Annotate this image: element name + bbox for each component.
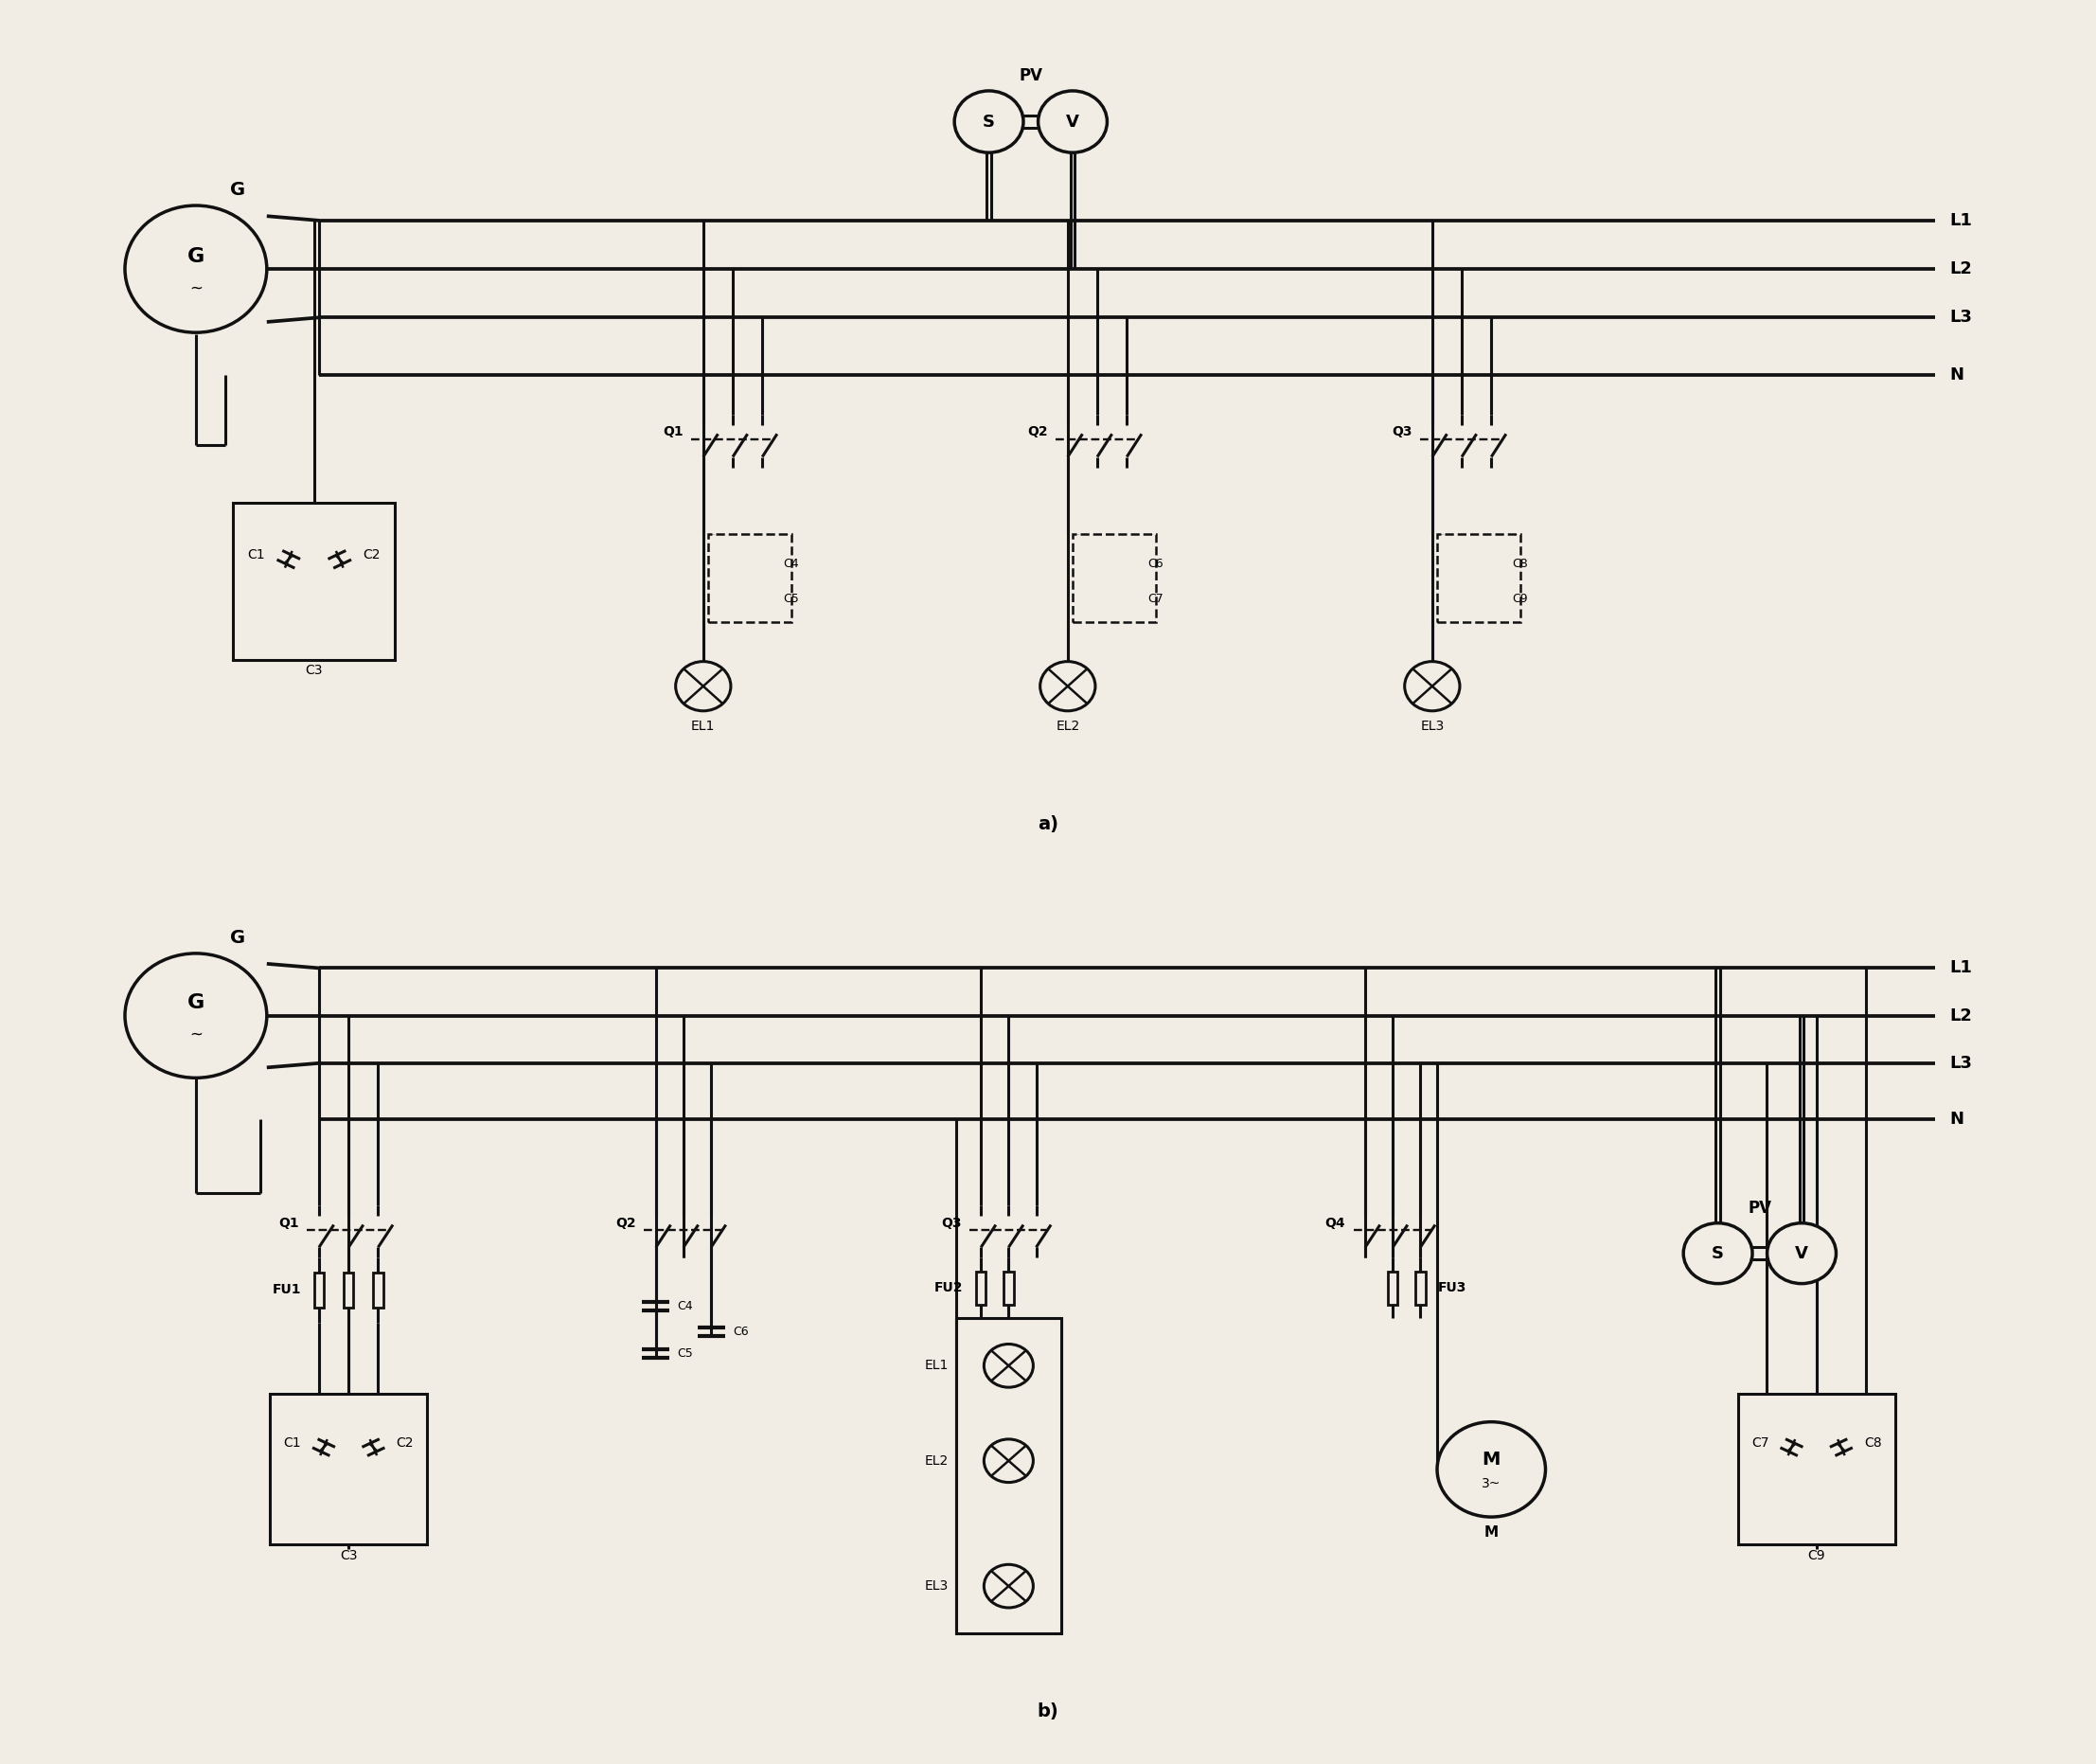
Text: C8: C8 (1511, 557, 1528, 570)
Text: EL3: EL3 (1421, 720, 1444, 734)
FancyBboxPatch shape (956, 1318, 1061, 1633)
Text: FU3: FU3 (1438, 1281, 1467, 1295)
Text: L3: L3 (1949, 309, 1972, 326)
Circle shape (1767, 1222, 1836, 1284)
FancyBboxPatch shape (1415, 1272, 1425, 1305)
FancyBboxPatch shape (1438, 534, 1522, 623)
Text: C4: C4 (677, 1300, 694, 1312)
Text: Q2: Q2 (616, 1217, 637, 1230)
Circle shape (1438, 1422, 1545, 1517)
Text: EL2: EL2 (1056, 720, 1079, 734)
Text: G: G (231, 928, 245, 947)
Text: C6: C6 (734, 1327, 748, 1339)
Text: C2: C2 (396, 1436, 413, 1450)
Text: L2: L2 (1949, 261, 1972, 277)
Circle shape (1683, 1222, 1752, 1284)
Circle shape (1404, 662, 1459, 711)
Text: M: M (1482, 1452, 1501, 1469)
FancyBboxPatch shape (1738, 1394, 1895, 1544)
FancyBboxPatch shape (1073, 534, 1157, 623)
Text: Q3: Q3 (1392, 425, 1413, 439)
Text: C5: C5 (677, 1348, 694, 1360)
Text: FU1: FU1 (272, 1284, 302, 1297)
Circle shape (954, 90, 1023, 153)
FancyBboxPatch shape (708, 534, 792, 623)
Text: L2: L2 (1949, 1007, 1972, 1025)
Circle shape (983, 1439, 1033, 1482)
Text: Q3: Q3 (941, 1217, 962, 1230)
Text: EL1: EL1 (924, 1358, 949, 1372)
FancyBboxPatch shape (373, 1272, 384, 1307)
Text: EL3: EL3 (924, 1579, 949, 1593)
Text: L3: L3 (1949, 1055, 1972, 1073)
FancyBboxPatch shape (233, 503, 394, 660)
Text: C2: C2 (363, 549, 381, 561)
Circle shape (126, 953, 266, 1078)
Text: PV: PV (1019, 67, 1042, 85)
Text: S: S (1712, 1245, 1725, 1261)
Text: C7: C7 (1147, 593, 1163, 605)
FancyBboxPatch shape (314, 1272, 325, 1307)
Text: C9: C9 (1807, 1549, 1826, 1561)
Text: G: G (231, 180, 245, 199)
Text: ~: ~ (189, 279, 203, 296)
FancyBboxPatch shape (344, 1272, 354, 1307)
Text: N: N (1949, 1111, 1964, 1127)
Text: Q1: Q1 (662, 425, 683, 439)
Text: C5: C5 (782, 593, 799, 605)
Text: C1: C1 (283, 1436, 302, 1450)
Text: S: S (983, 113, 996, 131)
Text: ~: ~ (189, 1027, 203, 1043)
Text: M: M (1484, 1526, 1499, 1540)
Text: a): a) (1038, 815, 1058, 834)
Text: C8: C8 (1863, 1436, 1882, 1450)
Text: 3~: 3~ (1482, 1476, 1501, 1491)
Text: Q2: Q2 (1027, 425, 1048, 439)
Text: b): b) (1038, 1702, 1058, 1720)
FancyBboxPatch shape (1004, 1272, 1014, 1305)
Text: EL2: EL2 (924, 1454, 949, 1468)
Text: PV: PV (1748, 1200, 1771, 1217)
FancyBboxPatch shape (270, 1394, 428, 1544)
Text: L1: L1 (1949, 212, 1972, 229)
FancyBboxPatch shape (977, 1272, 985, 1305)
Circle shape (675, 662, 732, 711)
Text: EL1: EL1 (692, 720, 715, 734)
Text: FU2: FU2 (935, 1281, 964, 1295)
Text: C6: C6 (1147, 557, 1163, 570)
Text: V: V (1067, 113, 1079, 131)
Text: L1: L1 (1949, 960, 1972, 977)
FancyBboxPatch shape (1388, 1272, 1398, 1305)
Text: C1: C1 (247, 549, 266, 561)
Text: C9: C9 (1511, 593, 1528, 605)
Circle shape (983, 1344, 1033, 1387)
Text: G: G (187, 247, 205, 266)
Circle shape (126, 206, 266, 332)
Text: C4: C4 (782, 557, 799, 570)
Text: Q4: Q4 (1325, 1217, 1346, 1230)
Circle shape (983, 1565, 1033, 1607)
Text: V: V (1794, 1245, 1809, 1261)
Text: C7: C7 (1752, 1436, 1769, 1450)
Text: N: N (1949, 367, 1964, 383)
Text: Q1: Q1 (279, 1217, 300, 1230)
Circle shape (1040, 662, 1096, 711)
Text: G: G (187, 993, 205, 1013)
Text: C3: C3 (340, 1549, 356, 1561)
Text: C3: C3 (306, 663, 323, 677)
Circle shape (1038, 90, 1107, 153)
